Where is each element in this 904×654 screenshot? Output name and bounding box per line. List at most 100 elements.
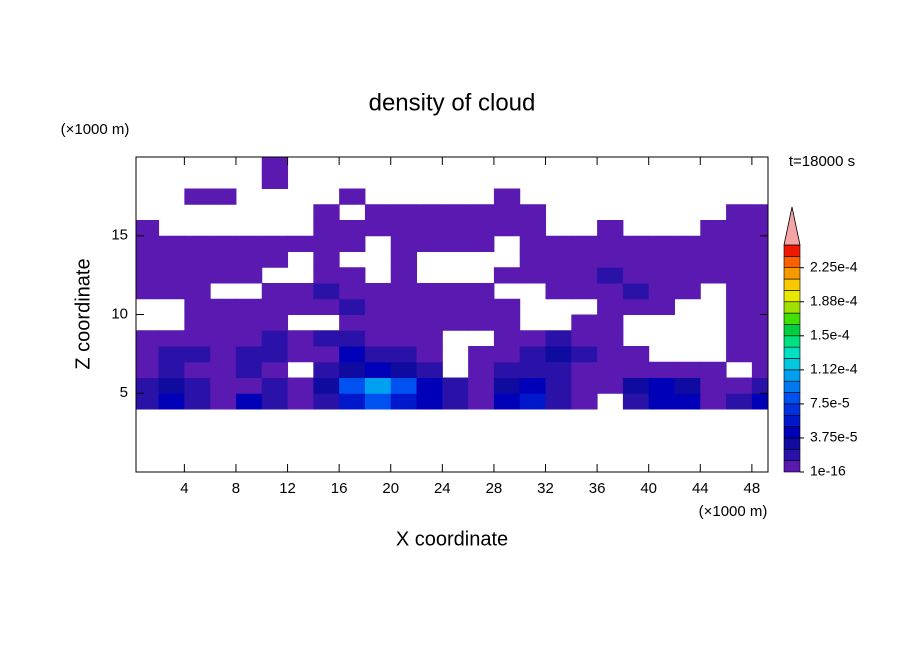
contour-cell bbox=[674, 189, 700, 205]
contour-cell bbox=[674, 267, 701, 284]
contour-cell bbox=[236, 189, 262, 205]
contour-cell bbox=[597, 157, 623, 173]
contour-cell bbox=[390, 220, 418, 237]
contour-cell bbox=[313, 173, 339, 189]
contour-cell bbox=[287, 298, 314, 315]
contour-cell bbox=[726, 283, 753, 300]
contour-cell bbox=[339, 298, 366, 315]
contour-cell bbox=[235, 330, 263, 347]
contour-cell bbox=[442, 346, 468, 362]
contour-cell bbox=[442, 393, 469, 410]
contour-cell bbox=[261, 172, 289, 189]
contour-cell bbox=[210, 267, 237, 284]
contour-cell bbox=[235, 314, 263, 331]
contour-cell bbox=[365, 189, 391, 205]
contour-cell bbox=[390, 267, 418, 284]
contour-cell bbox=[597, 173, 623, 189]
y-tick-label: 15 bbox=[111, 227, 128, 244]
contour-cell bbox=[726, 298, 753, 315]
contour-cell bbox=[390, 330, 418, 347]
contour-cell bbox=[546, 299, 572, 315]
contour-cell bbox=[210, 330, 237, 347]
contour-cell bbox=[623, 204, 649, 220]
contour-cell bbox=[700, 157, 726, 173]
contour-cell bbox=[674, 330, 700, 346]
contour-cell bbox=[442, 220, 469, 237]
contour-cell bbox=[674, 173, 700, 189]
contour-cell bbox=[261, 298, 289, 315]
contour-cell bbox=[700, 220, 727, 237]
contour-cell bbox=[288, 204, 314, 220]
contour-cell bbox=[442, 283, 469, 300]
contour-cell bbox=[261, 314, 289, 331]
contour-cell bbox=[390, 393, 418, 410]
contour-cell bbox=[184, 235, 211, 252]
contour-cell bbox=[468, 377, 495, 394]
colorbar-bin bbox=[783, 244, 801, 257]
colorbar-tick-label: 1.12e-4 bbox=[810, 361, 858, 377]
contour-cell bbox=[365, 157, 391, 173]
contour-cell bbox=[158, 393, 185, 410]
contour-cell bbox=[648, 283, 675, 300]
contour-cell bbox=[210, 346, 237, 363]
contour-cell bbox=[623, 157, 649, 173]
contour-cell bbox=[184, 204, 210, 220]
contour-cell bbox=[622, 361, 650, 378]
contour-cell bbox=[649, 189, 675, 205]
contour-cell bbox=[339, 220, 366, 237]
contour-cell bbox=[184, 220, 210, 236]
contour-cell bbox=[520, 189, 546, 205]
contour-cell bbox=[391, 189, 417, 205]
contour-cell bbox=[622, 298, 650, 315]
contour-cell bbox=[674, 315, 700, 331]
contour-cell bbox=[133, 315, 159, 331]
contour-cell bbox=[365, 236, 391, 252]
contour-cell bbox=[235, 361, 263, 378]
contour-cell bbox=[493, 298, 521, 315]
contour-cell bbox=[365, 267, 391, 283]
contour-cell bbox=[158, 377, 185, 394]
contour-cell bbox=[468, 252, 494, 268]
contour-cell bbox=[158, 235, 185, 252]
contour-cell bbox=[416, 361, 443, 378]
contour-cell bbox=[364, 346, 392, 363]
contour-cell bbox=[261, 157, 289, 174]
contour-cell bbox=[751, 251, 768, 268]
contour-cell bbox=[546, 204, 572, 220]
x-tick-label: 48 bbox=[744, 480, 761, 497]
contour-cell bbox=[468, 361, 495, 378]
contour-cell bbox=[545, 346, 572, 363]
contour-cell bbox=[136, 267, 160, 284]
contour-cell bbox=[365, 252, 391, 268]
contour-cell bbox=[519, 235, 547, 252]
contour-cell bbox=[159, 299, 185, 315]
contour-cell bbox=[158, 346, 185, 363]
contour-cell bbox=[751, 346, 768, 363]
contour-cell bbox=[493, 267, 521, 284]
contour-cell bbox=[133, 173, 159, 189]
contour-cell bbox=[519, 330, 547, 347]
colorbar-tick-label: 2.25e-4 bbox=[810, 258, 858, 274]
contour-cell bbox=[210, 173, 236, 189]
contour-cell bbox=[622, 346, 650, 363]
contour-cell bbox=[700, 330, 726, 346]
colorbar-extend bbox=[783, 206, 801, 246]
contour-cell bbox=[622, 393, 650, 410]
contour-cell bbox=[390, 314, 418, 331]
contour-cell bbox=[520, 283, 546, 299]
colorbar-bin bbox=[783, 278, 801, 291]
contour-cell bbox=[571, 283, 598, 300]
contour-cell bbox=[751, 298, 768, 315]
contour-cell bbox=[184, 157, 210, 173]
contour-cell bbox=[136, 361, 160, 378]
contour-cell bbox=[339, 283, 366, 300]
contour-cell bbox=[442, 157, 468, 173]
contour-cell bbox=[287, 283, 314, 300]
contour-cell bbox=[493, 377, 521, 394]
contour-cell bbox=[133, 204, 159, 220]
contour-cell bbox=[597, 361, 624, 378]
contour-cell bbox=[390, 361, 418, 378]
contour-cell bbox=[262, 204, 288, 220]
contour-cell bbox=[726, 251, 753, 268]
y-axis-title: Z coordinate bbox=[72, 258, 94, 369]
